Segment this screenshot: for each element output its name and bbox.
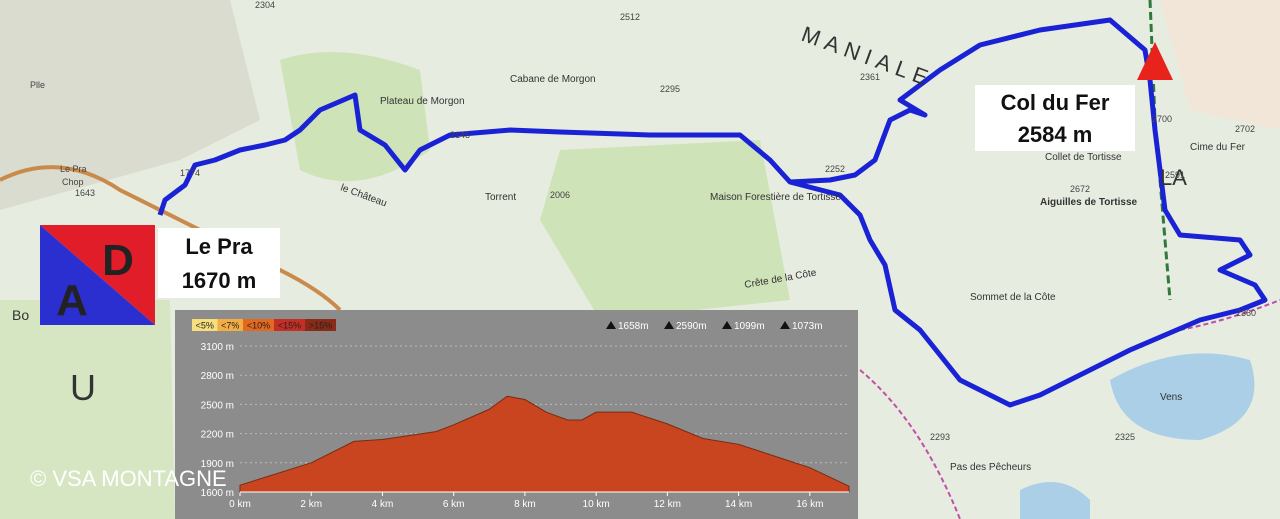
- start-box: [158, 228, 280, 298]
- elevation-profile: <5% <7% <10% <15% >15% 1658m 2590m 1099m 1073m 16…: [192, 319, 850, 510]
- map-label: 2672: [1070, 184, 1090, 194]
- logo-blue: [40, 225, 155, 325]
- map-label: Plateau de Morgon: [380, 96, 465, 107]
- map-label: Collet de Tortisse: [1045, 152, 1122, 163]
- legend-swatch: [243, 319, 274, 331]
- stat-icon: [722, 321, 732, 329]
- map-label: 2325: [1115, 432, 1135, 442]
- map-label: Bo: [12, 307, 29, 323]
- stat-value: 1073m: [792, 321, 823, 332]
- forest: [0, 300, 175, 519]
- terrain: [1160, 0, 1280, 130]
- map-label: Chop: [62, 177, 84, 187]
- stat-icon: [606, 321, 616, 329]
- map-label: Torrent: [485, 192, 516, 203]
- legend-label: <10%: [247, 321, 270, 331]
- map-label: 2512: [620, 12, 640, 22]
- map-label: 1643: [75, 188, 95, 198]
- x-tick-label: 0 km: [229, 499, 251, 510]
- legend-swatch: [217, 319, 243, 331]
- map-label: Sommet de la Côte: [970, 292, 1056, 303]
- start-name: Le Pra: [185, 234, 253, 259]
- y-tick-label: 1900 m: [201, 459, 234, 470]
- stat-icon: [780, 321, 790, 329]
- copyright: © VSA MONTAGNE: [30, 466, 227, 491]
- route: [157, 17, 1268, 408]
- x-tick-label: 10 km: [583, 499, 610, 510]
- lake: [1110, 353, 1255, 440]
- stat-value: 1658m: [618, 321, 649, 332]
- map-label: 2006: [550, 190, 570, 200]
- forest: [280, 52, 430, 182]
- stat-value: 2590m: [676, 321, 707, 332]
- logo-letter: D: [102, 236, 134, 285]
- map-label: Le Pra: [60, 164, 87, 174]
- lake: [1020, 482, 1090, 519]
- x-tick-label: 6 km: [443, 499, 465, 510]
- stat-icon: [664, 321, 674, 329]
- summit-box: [975, 85, 1135, 151]
- map-label: Vens: [1160, 392, 1182, 403]
- map-label: 2293: [930, 432, 950, 442]
- map-label: Pas des Pêcheurs: [950, 462, 1031, 473]
- start-altitude: 1670 m: [182, 268, 257, 293]
- elevation-area: [239, 395, 850, 493]
- map-label: LA: [1160, 165, 1187, 190]
- x-tick-label: 8 km: [514, 499, 536, 510]
- x-tick-label: 14 km: [725, 499, 752, 510]
- map-label: Aiguilles de Tortisse: [1040, 197, 1137, 208]
- y-tick-label: 2500 m: [201, 400, 234, 411]
- map-label: Maison Forestière de Tortisse: [710, 192, 841, 203]
- stat-value: 1099m: [734, 321, 765, 332]
- map-label: 2591: [1165, 170, 1185, 180]
- map-label: 2252: [825, 164, 845, 174]
- legend-swatch: [192, 319, 218, 331]
- legend-label: >15%: [309, 321, 332, 331]
- y-tick-label: 2200 m: [201, 430, 234, 441]
- map-label: 2700: [1152, 114, 1172, 124]
- y-tick-label: 2800 m: [201, 371, 234, 382]
- x-tick-label: 2 km: [300, 499, 322, 510]
- forest: [540, 140, 790, 320]
- map-label: 2360: [1236, 308, 1256, 318]
- y-tick-label: 3100 m: [201, 342, 234, 353]
- y-tick-label: 1600 m: [201, 488, 234, 499]
- map-label: Cabane de Morgon: [510, 74, 596, 85]
- trail: [859, 299, 1280, 519]
- summit-marker: [1137, 42, 1173, 80]
- terrain: [0, 0, 260, 210]
- map-label: 2304: [255, 0, 275, 10]
- legend-swatch: [305, 319, 336, 331]
- legend-label: <5%: [196, 321, 214, 331]
- map-label: 2361: [860, 72, 880, 82]
- x-tick-label: 4 km: [372, 499, 394, 510]
- map-label: Plle: [30, 80, 45, 90]
- legend-label: <7%: [221, 321, 239, 331]
- logo-letter: A: [56, 276, 88, 325]
- summit-name: Col du Fer: [1001, 90, 1110, 115]
- map-label: U: [70, 367, 96, 408]
- map-label: 2145: [450, 130, 470, 140]
- x-tick-label: 16 km: [796, 499, 823, 510]
- summit-altitude: 2584 m: [1018, 122, 1093, 147]
- map-label: 2295: [660, 84, 680, 94]
- logo: D A: [40, 225, 155, 325]
- road: [0, 165, 342, 312]
- map-label: 1774: [180, 168, 200, 178]
- legend-swatch: [274, 319, 305, 331]
- x-tick-label: 12 km: [654, 499, 681, 510]
- map-label: Cime du Fer: [1190, 142, 1246, 153]
- map-label: 2702: [1235, 124, 1255, 134]
- legend-label: <15%: [278, 321, 301, 331]
